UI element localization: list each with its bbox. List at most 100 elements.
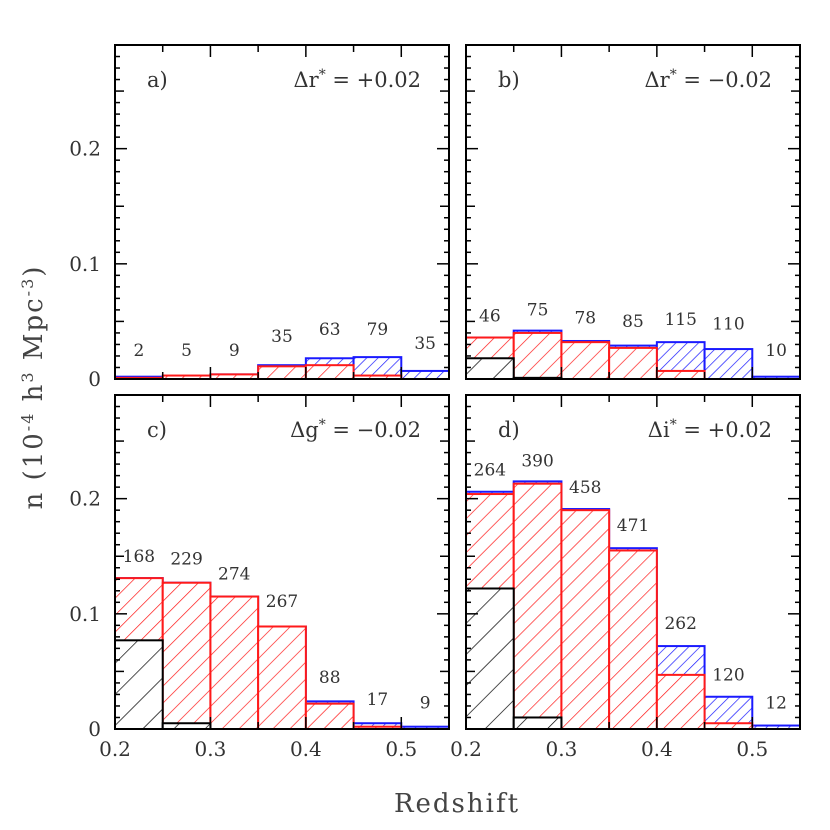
count-label: 17 <box>367 690 389 710</box>
black-bar <box>466 357 515 379</box>
count-label: 63 <box>319 320 341 340</box>
count-label: 229 <box>170 549 202 569</box>
y-axis-title-part: ) <box>19 265 49 277</box>
shift-annotation: Δg* = −0.02 <box>290 417 421 442</box>
panel-a: 0 0.1 0.2 a) Δr* = +0.02 2 5 9 35 63 79 35 <box>69 44 450 391</box>
black-bar <box>466 587 515 729</box>
y-tick-label: 0.2 <box>69 137 101 161</box>
shift-value: = +0.02 <box>326 68 421 92</box>
count-label: 75 <box>527 301 549 321</box>
panel-tag: b) <box>498 68 520 92</box>
shift-band: Δr <box>293 68 319 92</box>
count-label: 46 <box>479 306 501 326</box>
ticks <box>114 45 450 380</box>
red-bar <box>257 625 307 729</box>
x-tick-label: 0.3 <box>546 737 578 761</box>
red-bar <box>560 341 611 379</box>
count-label: 120 <box>712 666 744 686</box>
y-axis-title-part: Mpc <box>19 296 49 370</box>
count-label: 264 <box>474 461 506 481</box>
plot-area <box>466 329 800 379</box>
panel-b: b) Δr* = −0.02 46 75 78 85 115 110 10 <box>465 44 801 380</box>
count-label: 168 <box>123 547 155 567</box>
shift-band: Δr <box>644 68 670 92</box>
count-label: 2 <box>133 341 144 361</box>
count-label: 5 <box>181 341 192 361</box>
red-bar <box>655 673 706 729</box>
red-bar <box>304 702 355 729</box>
count-label: 458 <box>569 478 601 498</box>
panel-tag: a) <box>147 68 168 92</box>
y-axis-title-exponent: -4 <box>18 412 37 432</box>
y-axis-title-exponent: 3 <box>18 370 37 382</box>
y-axis-title: n (10-4 h3 Mpc-3) <box>18 265 49 510</box>
ticks <box>465 45 801 380</box>
y-tick-label: 0 <box>88 367 101 391</box>
count-label: 267 <box>266 592 298 612</box>
shift-value: = −0.02 <box>326 418 421 442</box>
red-bar <box>304 364 355 379</box>
red-bar <box>560 509 611 729</box>
panel-frame <box>114 44 450 380</box>
count-label: 9 <box>229 341 240 361</box>
plot-area <box>466 480 800 729</box>
y-axis-title-part: h <box>19 383 49 412</box>
count-label: 88 <box>319 668 341 688</box>
count-label: 35 <box>271 327 293 347</box>
plot-area <box>115 577 449 729</box>
count-label: 79 <box>367 320 389 340</box>
count-label: 35 <box>414 334 436 354</box>
x-tick-label: 0.2 <box>99 737 131 761</box>
panel-c: 0 0.1 0.2 0.2 0.3 0.4 0.5 c) Δg* = −0.02 168 229 27… <box>69 394 450 761</box>
red-bar <box>512 331 563 379</box>
shift-annotation: Δr* = +0.02 <box>293 67 421 92</box>
shift-star: * <box>319 67 326 83</box>
shift-band: Δg <box>290 418 319 442</box>
black-bar <box>512 716 563 729</box>
red-bar <box>608 549 658 729</box>
panel-d: 0.2 0.3 0.4 0.5 d) Δi* = +0.02 264 390 458 471 262… <box>450 394 801 761</box>
red-bar <box>655 369 706 379</box>
red-bar <box>608 346 658 379</box>
count-label: 110 <box>712 314 744 334</box>
panel-frame <box>465 44 801 380</box>
count-label: 262 <box>664 614 696 634</box>
count-label: 9 <box>420 693 431 713</box>
count-label: 471 <box>617 516 649 536</box>
shift-star: * <box>319 417 326 433</box>
shift-band: Δi <box>648 418 670 442</box>
shift-annotation: Δr* = −0.02 <box>644 67 772 92</box>
red-bar <box>257 365 307 379</box>
x-tick-label: 0.4 <box>290 737 322 761</box>
count-label: 390 <box>521 451 553 471</box>
black-bar <box>115 639 164 729</box>
x-tick-label: 0.3 <box>195 737 227 761</box>
red-bar <box>512 482 563 729</box>
x-tick-label: 0.2 <box>450 737 482 761</box>
x-tick-label: 0.5 <box>736 737 768 761</box>
red-bar <box>209 595 260 729</box>
x-axis-title: Redshift <box>394 789 520 819</box>
count-label: 12 <box>765 693 787 713</box>
y-axis-title-part: n (10 <box>19 431 49 509</box>
x-tick-label: 0.4 <box>641 737 673 761</box>
shift-value: = +0.02 <box>677 418 772 442</box>
blue-bar <box>400 369 449 379</box>
red-bar <box>161 581 212 729</box>
y-tick-label: 0.1 <box>69 252 101 276</box>
shift-star: * <box>670 417 677 433</box>
panel-frame <box>465 394 801 730</box>
panel-tag: c) <box>147 418 167 442</box>
count-label: 274 <box>218 564 250 584</box>
y-tick-label: 0.1 <box>69 602 101 626</box>
panel-frame <box>114 394 450 730</box>
ticks <box>465 395 801 730</box>
panel-tag: d) <box>498 418 520 442</box>
blue-bar <box>703 348 754 379</box>
shift-annotation: Δi* = +0.02 <box>648 417 772 442</box>
shift-star: * <box>670 67 677 83</box>
shift-value: = −0.02 <box>677 68 772 92</box>
count-label: 78 <box>574 309 596 329</box>
plot-area <box>115 356 449 379</box>
